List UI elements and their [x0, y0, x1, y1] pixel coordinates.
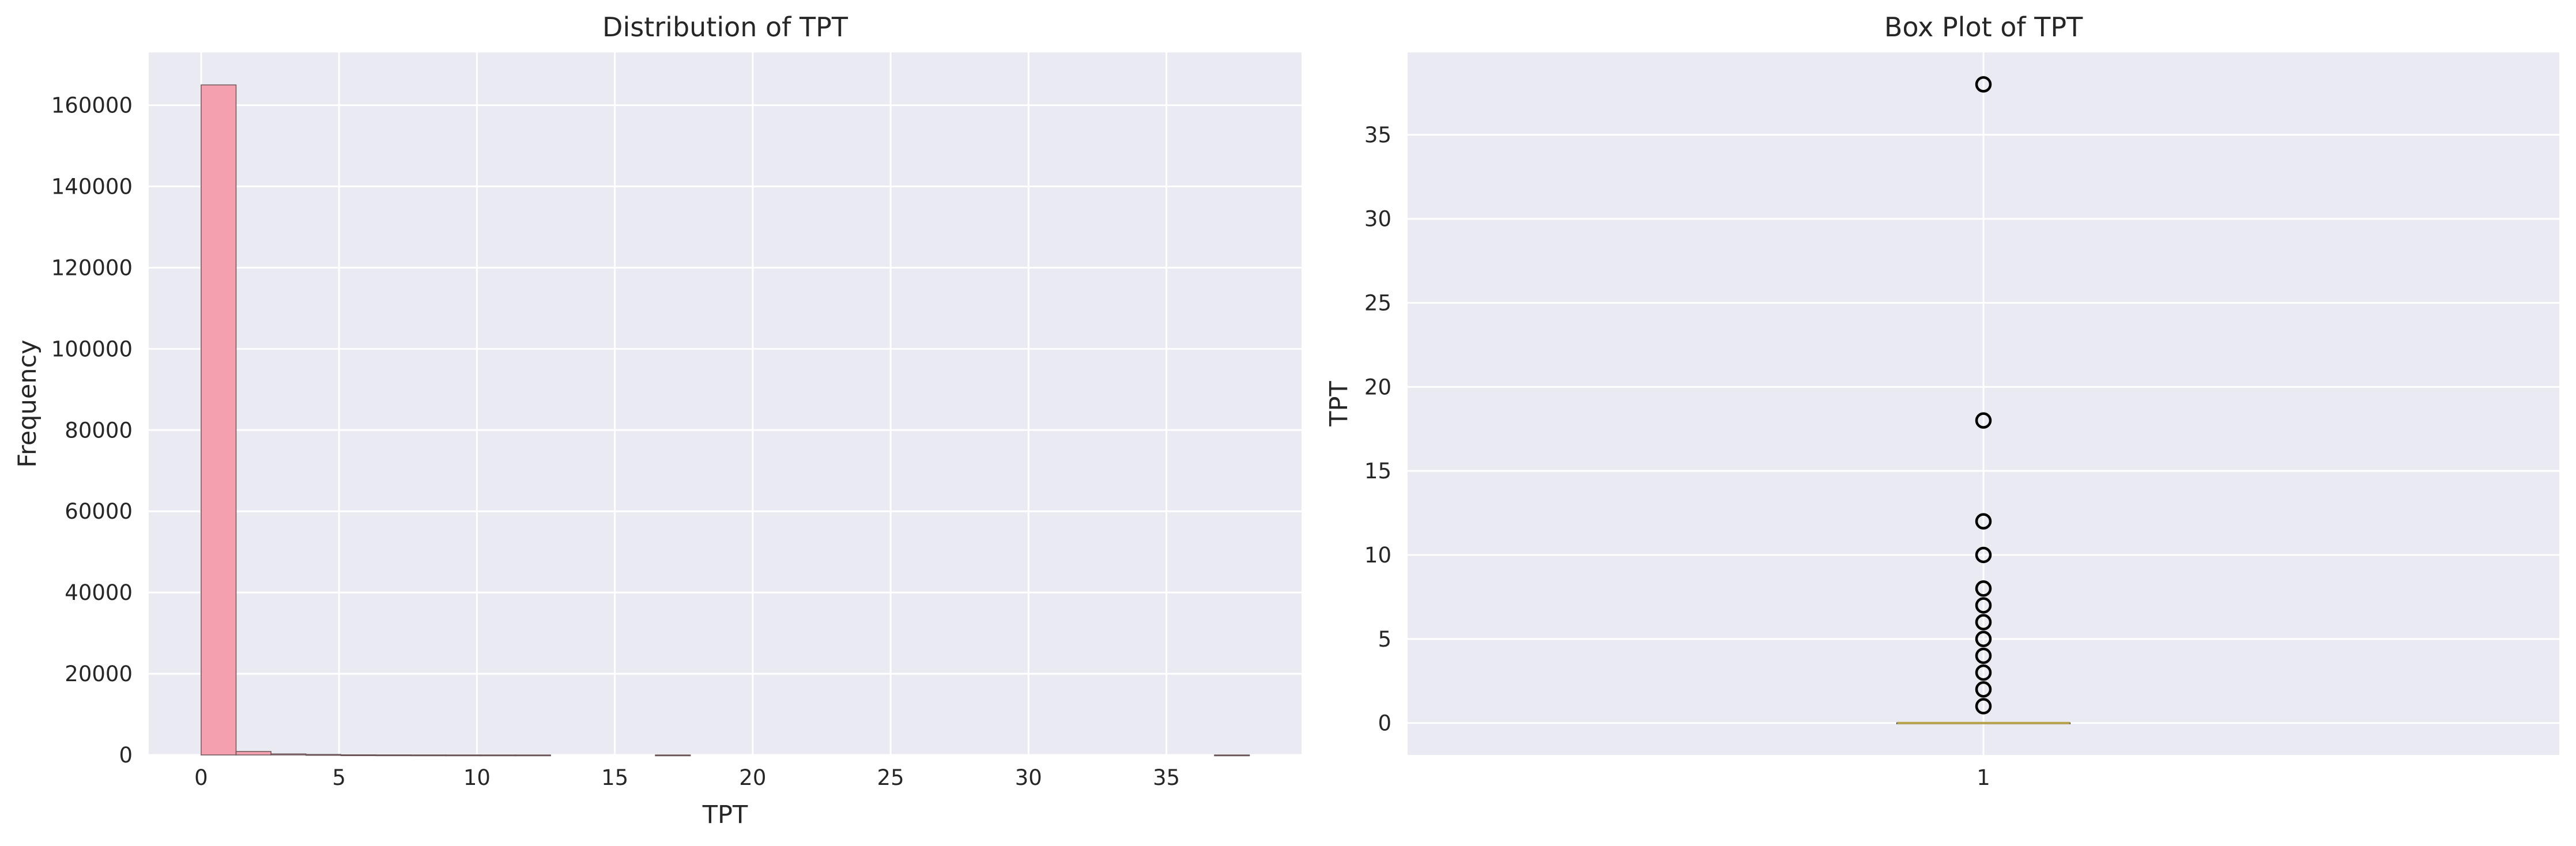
histogram-y-label: Frequency — [13, 339, 42, 467]
outlier-point — [1975, 580, 1992, 597]
box-plot-chart: 1 0 5 10 15 20 25 30 35 Box Plot of TPT TPT — [1325, 12, 2559, 790]
histogram-x-label: TPT — [702, 800, 748, 829]
histogram-grid — [149, 52, 1302, 756]
histogram-plot-area — [149, 52, 1302, 755]
y-tick-label: 15 — [1364, 459, 1391, 484]
y-tick-label: 0 — [1378, 711, 1391, 736]
x-tick-label: 20 — [739, 765, 766, 790]
outlier-point — [1975, 630, 1992, 648]
histogram-bar — [655, 754, 691, 757]
y-tick-label: 20 — [1364, 375, 1391, 399]
histogram-bar — [445, 754, 481, 757]
box-plot-y-label: TPT — [1325, 381, 1353, 427]
histogram-bar — [515, 754, 551, 757]
histogram-bar — [375, 754, 412, 757]
outlier-point — [1975, 546, 1992, 564]
y-tick-label: 5 — [1378, 627, 1391, 652]
histogram-chart: 0 5 10 15 20 25 30 35 0 20000 40000 60000 80000 1000… — [13, 12, 1302, 829]
histogram-bar — [306, 754, 342, 756]
box-plot-outliers — [1975, 76, 1992, 715]
outlier-point — [1975, 614, 1992, 630]
y-tick-label: 140000 — [51, 175, 133, 199]
x-tick-label: 25 — [877, 765, 904, 790]
x-tick-label: 10 — [463, 765, 491, 790]
y-tick-label: 120000 — [51, 255, 133, 280]
histogram-bar — [480, 754, 516, 757]
y-tick-label: 20000 — [65, 662, 133, 686]
histogram-bars — [201, 84, 1250, 757]
histogram-bar — [270, 753, 307, 756]
outlier-point — [1975, 412, 1992, 429]
histogram-bar — [340, 754, 376, 756]
y-tick-label: 40000 — [65, 580, 133, 605]
histogram-bar — [410, 754, 447, 757]
outlier-point — [1975, 513, 1992, 530]
box-plot-box — [1896, 722, 2070, 724]
histogram-bar — [235, 751, 271, 756]
outlier-point — [1975, 698, 1992, 715]
histogram-bar — [1214, 754, 1250, 757]
y-tick-label: 25 — [1364, 291, 1391, 316]
box-plot-title: Box Plot of TPT — [1884, 12, 2083, 43]
y-tick-label: 30 — [1364, 207, 1391, 232]
x-tick-label: 1 — [1977, 765, 1990, 790]
y-tick-label: 0 — [119, 743, 133, 768]
x-tick-label: 15 — [601, 765, 628, 790]
y-tick-label: 160000 — [51, 93, 133, 118]
x-tick-label: 30 — [1015, 765, 1042, 790]
x-tick-label: 35 — [1153, 765, 1180, 790]
x-tick-label: 0 — [194, 765, 208, 790]
outlier-point — [1975, 76, 1992, 93]
x-tick-label: 5 — [332, 765, 346, 790]
histogram-x-ticks: 0 5 10 15 20 25 30 35 — [194, 765, 1180, 790]
box-plot-y-ticks: 0 5 10 15 20 25 30 35 — [1364, 123, 1391, 736]
outlier-point — [1975, 647, 1992, 664]
histogram-title: Distribution of TPT — [602, 12, 848, 43]
outlier-point — [1975, 681, 1992, 698]
y-tick-label: 10 — [1364, 543, 1391, 568]
y-tick-label: 35 — [1364, 123, 1391, 148]
y-tick-label: 60000 — [65, 499, 133, 524]
histogram-bar — [201, 84, 237, 756]
outlier-point — [1975, 597, 1992, 614]
y-tick-label: 100000 — [51, 337, 133, 361]
y-tick-label: 80000 — [65, 418, 133, 443]
box-plot-grid — [1408, 52, 2559, 755]
histogram-y-ticks: 0 20000 40000 60000 80000 100000 120000 140000 1… — [51, 93, 133, 768]
box-plot-x-ticks: 1 — [1977, 765, 1990, 790]
outlier-point — [1975, 664, 1992, 681]
